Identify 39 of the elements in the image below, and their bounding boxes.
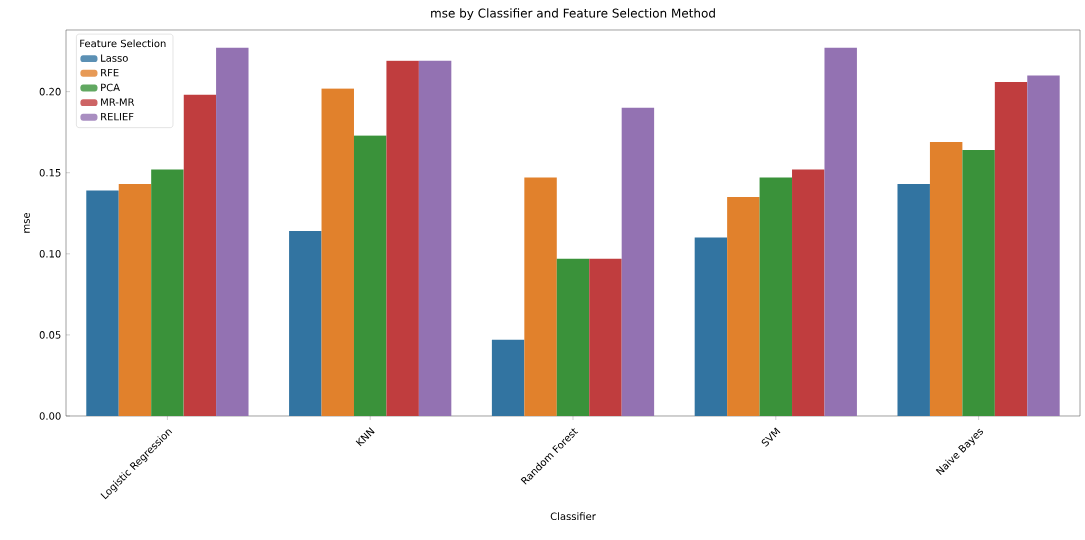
bar <box>216 47 249 416</box>
bar <box>694 237 728 416</box>
y-tick-label: 0.20 <box>39 87 61 96</box>
bar <box>183 94 217 416</box>
bar <box>897 184 930 416</box>
bar <box>524 177 557 416</box>
y-tick-label: 0.05 <box>39 331 61 339</box>
bar <box>824 47 857 416</box>
bar <box>491 339 525 416</box>
bar <box>792 169 825 416</box>
bar <box>353 135 387 416</box>
bar <box>929 141 963 416</box>
bar <box>386 60 419 416</box>
bar <box>118 184 152 416</box>
y-tick-label: 0.00 <box>39 412 61 420</box>
y-tick-label: 0.15 <box>39 168 61 177</box>
bar <box>962 150 995 416</box>
legend-label: RFE <box>101 69 119 77</box>
legend-label: RELIEF <box>101 113 134 121</box>
bar <box>418 60 452 416</box>
chart-title: mse by Classifier and Feature Selection Method <box>431 8 715 20</box>
legend-label: MR-MR <box>101 98 135 106</box>
bar <box>759 177 793 416</box>
bar <box>994 81 1028 416</box>
bar <box>1027 75 1060 416</box>
bar <box>151 169 184 416</box>
y-tick-label: 0.10 <box>39 250 61 258</box>
legend-label: PCA <box>101 83 120 92</box>
bar <box>556 258 590 416</box>
bar <box>289 231 322 416</box>
legend-title: Feature Selection <box>80 39 166 48</box>
legend-label: Lasso <box>101 54 128 62</box>
bar <box>727 197 760 416</box>
bar <box>589 258 622 416</box>
bar <box>86 190 119 416</box>
bar <box>621 107 655 416</box>
y-axis-title: mse <box>24 212 30 233</box>
x-axis-title: Classifier <box>550 512 596 521</box>
bar <box>321 88 354 416</box>
